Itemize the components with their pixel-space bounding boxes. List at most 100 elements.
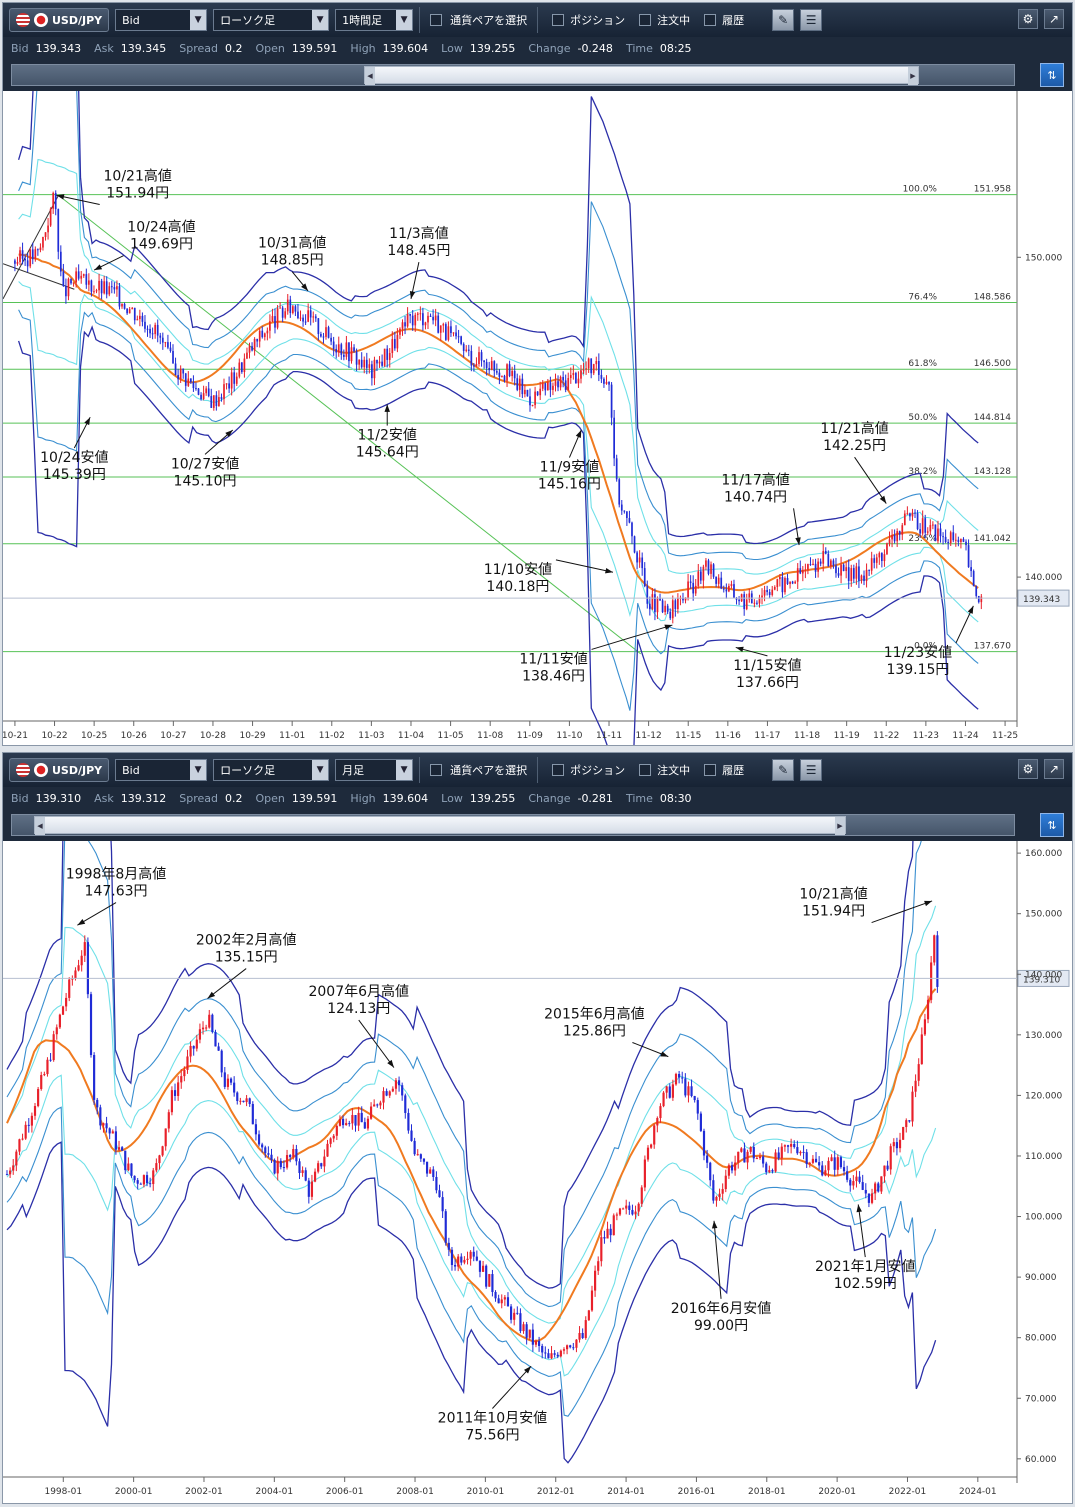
quote-bar: Bid 139.310 Ask 139.312 Spread 0.2 Open 139.…	[3, 787, 1072, 809]
orders-toggle[interactable]: 注文中	[639, 762, 690, 778]
candle-body	[516, 378, 519, 390]
candle-body	[307, 1180, 310, 1197]
position-toggle[interactable]: ポジション	[552, 762, 625, 778]
candle-body	[743, 1148, 746, 1163]
candle-body	[631, 522, 633, 537]
annotation-label: 2007年6月高値	[308, 983, 409, 1000]
candle-body	[248, 1098, 251, 1104]
navigator-expand-button[interactable]: ⇅	[1040, 63, 1064, 87]
candle-body	[407, 1112, 410, 1131]
candle-body	[699, 571, 702, 581]
x-tick-label: 2024-01	[959, 1487, 997, 1497]
candle-body	[710, 564, 712, 574]
history-label: 履歴	[722, 764, 745, 777]
popout-button[interactable]: ↗	[1044, 759, 1064, 779]
navigator-left-handle[interactable]: ◀	[365, 67, 375, 85]
candle-body	[920, 1034, 923, 1065]
candle-body	[528, 1329, 531, 1338]
history-toggle[interactable]: 履歴	[704, 762, 744, 778]
navigator-window[interactable]: ◀ ▶	[34, 816, 846, 835]
gear-icon: ⚙	[1022, 12, 1034, 26]
popout-button[interactable]: ↗	[1044, 9, 1064, 29]
currency-pair-label: USD/JPY	[52, 13, 103, 27]
indicator-button[interactable]: ☰	[800, 759, 823, 781]
candle-body	[921, 518, 924, 534]
annotation-label: 145.16円	[538, 477, 601, 493]
candle-body	[281, 307, 284, 318]
candle-body	[432, 316, 434, 321]
period-select[interactable]: 1時間足 ▼	[335, 9, 414, 31]
annotation-arrowhead	[879, 495, 887, 504]
history-toggle[interactable]: 履歴	[704, 12, 744, 28]
fib-percent-label: 38.2%	[908, 467, 937, 477]
period-select[interactable]: 月足 ▼	[335, 759, 414, 781]
annotation-arrowhead	[660, 1051, 669, 1057]
candle-body	[634, 1211, 637, 1215]
annotation-arrow	[854, 456, 887, 504]
band-outer-line-lower	[17, 325, 979, 745]
candle-body	[350, 347, 353, 362]
navigator-right-handle[interactable]: ▶	[835, 817, 845, 835]
annotation-label: 2011年10月安値	[438, 1410, 547, 1426]
candle-body	[875, 557, 878, 563]
draw-tool-button[interactable]: ✎	[772, 759, 795, 781]
candle-body	[808, 1162, 811, 1165]
x-tick-label: 11-02	[319, 731, 345, 741]
candle-body	[488, 367, 491, 371]
annotation-arrow	[555, 559, 614, 573]
moving-average-line	[6, 988, 937, 1343]
currency-pair-badge[interactable]: USD/JPY	[9, 758, 110, 782]
navigator-track[interactable]: ◀ ▶	[11, 814, 1015, 836]
x-tick-label: 11-11	[596, 731, 622, 741]
candle-body	[893, 534, 896, 542]
pair-select-button[interactable]: 通貨ペアを選択	[419, 757, 539, 783]
candle-body	[251, 1103, 254, 1125]
chart-toolbar: USD/JPY Bid ▼ ローソク足 ▼ 1時間足 ▼ 通貨ペアを選択 ポジション …	[3, 3, 1072, 37]
candle-body	[54, 192, 57, 210]
navigator-window[interactable]: ◀ ▶	[364, 66, 919, 85]
position-toggle[interactable]: ポジション	[552, 12, 625, 28]
x-tick-label: 11-25	[992, 731, 1018, 741]
candle-body	[86, 942, 89, 995]
candle-body	[52, 192, 55, 209]
candle-body	[220, 1050, 223, 1073]
candle-body	[329, 1138, 332, 1144]
navigator-right-handle[interactable]: ▶	[908, 67, 918, 85]
hourly-chart[interactable]: 100.0% 151.958 76.4% 148.586 61.8% 146.500 50.…	[3, 91, 1072, 745]
draw-tool-button[interactable]: ✎	[772, 9, 795, 31]
price-type-select[interactable]: Bid ▼	[115, 9, 208, 31]
price-type-select[interactable]: Bid ▼	[115, 759, 208, 781]
candle-body	[511, 370, 514, 377]
monthly-chart[interactable]: 139.310 160.000 150.000 140.000 130.000 120.0…	[3, 841, 1072, 1503]
candle-body	[643, 1159, 646, 1188]
candle-body	[246, 352, 248, 359]
annotation-arrow	[492, 1365, 532, 1409]
chart-type-select[interactable]: ローソク足 ▼	[213, 759, 330, 781]
settings-button[interactable]: ⚙	[1018, 9, 1038, 29]
candle-body	[521, 378, 524, 395]
navigator-left-handle[interactable]: ◀	[35, 817, 45, 835]
candle-body	[337, 344, 340, 353]
candle-body	[556, 1354, 559, 1357]
candle-body	[914, 512, 916, 514]
pair-select-button[interactable]: 通貨ペアを選択	[419, 7, 539, 33]
navigator-expand-button[interactable]: ⇅	[1040, 813, 1064, 837]
settings-button[interactable]: ⚙	[1018, 759, 1038, 779]
candle-body	[553, 1353, 556, 1355]
annotation-label: 11/11安値	[519, 651, 587, 667]
candle-body	[758, 1156, 762, 1159]
annotation-label: 2002年2月高値	[196, 932, 297, 949]
indicator-button[interactable]: ☰	[800, 9, 823, 31]
candle-body	[154, 324, 157, 335]
high-value: 139.604	[382, 791, 429, 805]
orders-toggle[interactable]: 注文中	[639, 12, 690, 28]
currency-pair-badge[interactable]: USD/JPY	[9, 8, 110, 32]
candle-body	[80, 955, 83, 966]
x-tick-label: 11-01	[279, 731, 305, 741]
navigator-track[interactable]: ◀ ▶	[11, 64, 1015, 86]
candle-body	[923, 1019, 927, 1035]
candle-body	[295, 1148, 298, 1162]
chart-type-select[interactable]: ローソク足 ▼	[213, 9, 330, 31]
candle-body	[187, 378, 190, 386]
candle-body	[466, 1258, 469, 1260]
